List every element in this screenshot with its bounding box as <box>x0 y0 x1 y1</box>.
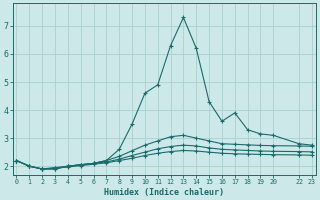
X-axis label: Humidex (Indice chaleur): Humidex (Indice chaleur) <box>104 188 224 197</box>
